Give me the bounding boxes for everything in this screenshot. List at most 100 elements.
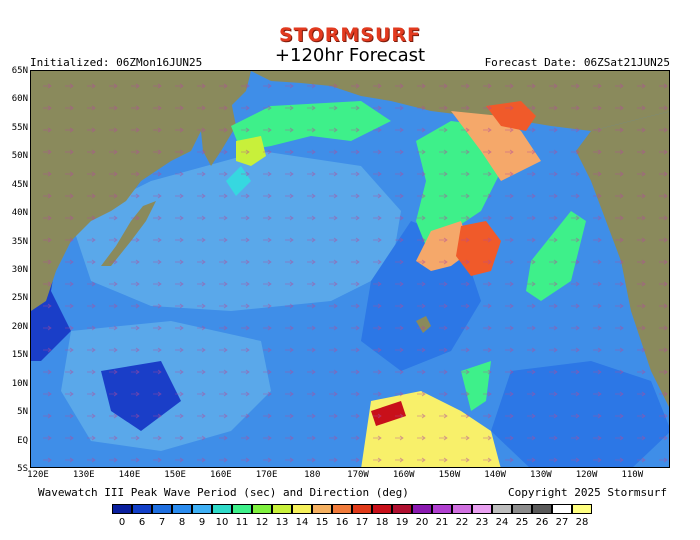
direction-arrow bbox=[483, 325, 492, 331]
legend-value: 0 bbox=[118, 517, 126, 528]
direction-arrow bbox=[351, 215, 360, 221]
direction-arrow bbox=[131, 149, 140, 155]
direction-arrow bbox=[373, 413, 382, 419]
direction-arrow bbox=[373, 193, 382, 199]
direction-arrow bbox=[175, 193, 184, 199]
direction-arrow bbox=[417, 83, 426, 89]
direction-arrow bbox=[637, 83, 646, 89]
direction-arrow bbox=[65, 303, 74, 309]
direction-arrow bbox=[615, 347, 624, 353]
direction-arrow bbox=[461, 457, 470, 463]
direction-arrow bbox=[593, 303, 602, 309]
orange-swell-zone-north bbox=[451, 111, 541, 181]
direction-arrow bbox=[505, 105, 514, 111]
legend-swatch bbox=[532, 504, 552, 514]
direction-arrow bbox=[263, 105, 272, 111]
direction-arrow bbox=[395, 325, 404, 331]
direction-arrow bbox=[87, 149, 96, 155]
direction-arrow bbox=[153, 105, 162, 111]
direction-arrow bbox=[395, 369, 404, 375]
direction-arrow bbox=[263, 193, 272, 199]
direction-arrow bbox=[109, 303, 118, 309]
direction-arrow bbox=[549, 215, 558, 221]
latitude-label: 5N bbox=[17, 407, 28, 418]
direction-arrow bbox=[439, 105, 448, 111]
direction-arrow bbox=[241, 303, 250, 309]
direction-arrow bbox=[263, 281, 272, 287]
direction-arrow bbox=[307, 369, 316, 375]
direction-arrow bbox=[241, 259, 250, 265]
orange-swell-zone-central bbox=[416, 221, 471, 271]
direction-arrow bbox=[109, 149, 118, 155]
direction-arrow bbox=[219, 105, 228, 111]
direction-arrow bbox=[615, 193, 624, 199]
direction-arrow bbox=[571, 127, 580, 133]
direction-arrow bbox=[87, 413, 96, 419]
legend-value: 9 bbox=[198, 517, 206, 528]
wave-period-map bbox=[30, 70, 670, 468]
direction-arrow bbox=[109, 457, 118, 463]
direction-arrow bbox=[373, 325, 382, 331]
direction-arrow bbox=[87, 171, 96, 177]
direction-arrow bbox=[417, 435, 426, 441]
map-canvas bbox=[31, 71, 669, 467]
direction-arrow bbox=[307, 237, 316, 243]
direction-arrow bbox=[549, 127, 558, 133]
legend-value: 14 bbox=[295, 517, 309, 528]
direction-arrow bbox=[637, 369, 646, 375]
longitude-label: 120E bbox=[27, 470, 49, 480]
direction-arrow bbox=[307, 83, 316, 89]
direction-arrow bbox=[615, 391, 624, 397]
direction-arrow bbox=[395, 281, 404, 287]
direction-arrow bbox=[659, 281, 668, 287]
direction-arrow bbox=[505, 347, 514, 353]
legend-value: 23 bbox=[475, 517, 489, 528]
legend-value: 10 bbox=[215, 517, 229, 528]
green-swell-zone-aleutians bbox=[231, 101, 391, 151]
direction-arrow bbox=[307, 127, 316, 133]
direction-arrow bbox=[219, 303, 228, 309]
legend-swatch bbox=[272, 504, 292, 514]
direction-arrow bbox=[131, 457, 140, 463]
direction-arrow bbox=[615, 149, 624, 155]
direction-arrow bbox=[549, 369, 558, 375]
direction-arrow bbox=[593, 193, 602, 199]
direction-arrow bbox=[241, 457, 250, 463]
direction-arrow bbox=[131, 237, 140, 243]
direction-arrow bbox=[571, 457, 580, 463]
direction-arrow bbox=[241, 369, 250, 375]
direction-arrow bbox=[307, 105, 316, 111]
direction-arrow bbox=[87, 325, 96, 331]
direction-arrow bbox=[615, 171, 624, 177]
direction-arrow bbox=[241, 435, 250, 441]
direction-arrow bbox=[549, 391, 558, 397]
direction-arrow bbox=[417, 237, 426, 243]
direction-arrow bbox=[527, 237, 536, 243]
direction-arrow bbox=[175, 215, 184, 221]
direction-arrow bbox=[527, 391, 536, 397]
direction-arrow bbox=[219, 391, 228, 397]
green-swell-zone-south bbox=[461, 361, 491, 411]
direction-arrow bbox=[659, 105, 668, 111]
direction-arrow bbox=[43, 347, 52, 353]
direction-arrow bbox=[109, 105, 118, 111]
legend-swatch bbox=[352, 504, 372, 514]
variable-description: Wavewatch III Peak Wave Period (sec) and… bbox=[38, 486, 409, 499]
direction-arrow bbox=[373, 435, 382, 441]
direction-arrow bbox=[241, 149, 250, 155]
direction-arrow bbox=[109, 325, 118, 331]
direction-arrow bbox=[197, 281, 206, 287]
direction-arrow bbox=[197, 369, 206, 375]
direction-arrow bbox=[483, 259, 492, 265]
direction-arrow bbox=[549, 281, 558, 287]
direction-arrow bbox=[461, 347, 470, 353]
longitude-label: 140E bbox=[118, 470, 141, 480]
direction-arrow bbox=[263, 215, 272, 221]
latitude-label: 10N bbox=[11, 378, 28, 389]
direction-arrow bbox=[329, 369, 338, 375]
direction-arrow bbox=[637, 413, 646, 419]
direction-arrow bbox=[351, 369, 360, 375]
light-blue-swell-field bbox=[71, 151, 401, 311]
direction-arrow bbox=[109, 281, 118, 287]
direction-arrow bbox=[241, 171, 250, 177]
